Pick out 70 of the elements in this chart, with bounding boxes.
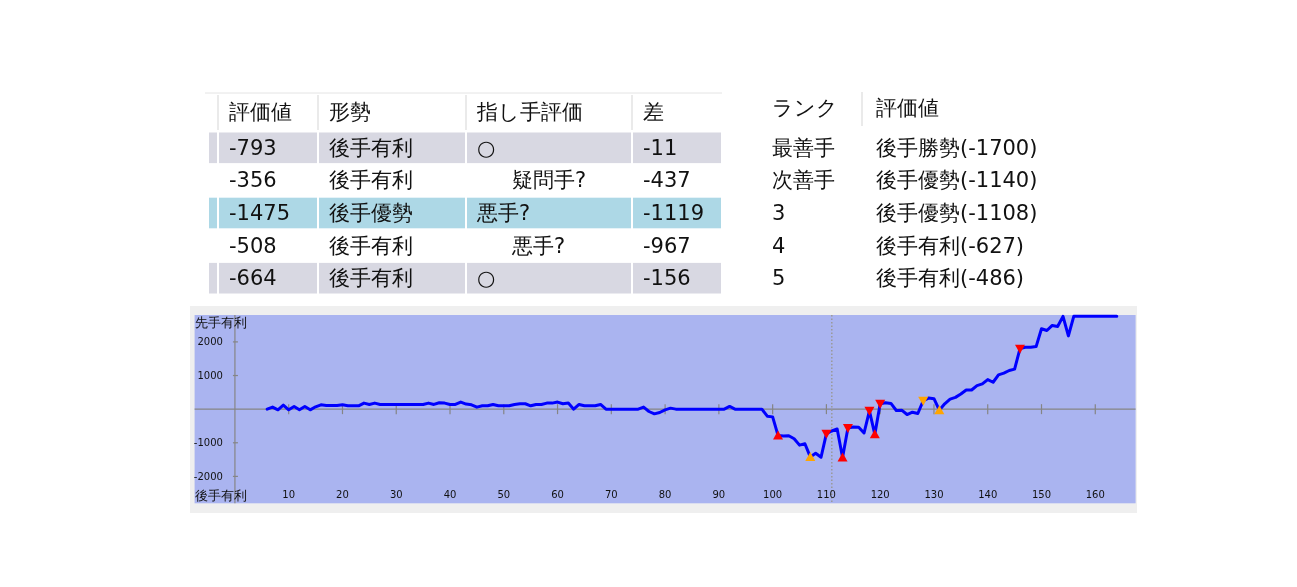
x-tick-label: 150 [1031, 488, 1052, 500]
text: ○ [477, 135, 496, 160]
text: 後手勝勢(-1700) [876, 135, 1038, 160]
x-tick-label: 60 [551, 488, 564, 500]
category-label: 評価値 [876, 96, 939, 120]
text: 後手優勢 [329, 201, 413, 225]
text: -156 [643, 266, 691, 291]
text: 後手有利 [329, 233, 413, 258]
category-label: 指し手評価 [476, 99, 583, 124]
text: 後手優勢(-1108) [876, 201, 1038, 225]
y-tick-label: 1000 [197, 370, 223, 382]
x-tick-label: 140 [978, 488, 998, 500]
text: 5 [772, 266, 786, 291]
point [869, 429, 880, 439]
annotation: 先手有利 [195, 314, 247, 330]
y-tick-label: -2000 [193, 470, 223, 482]
category-label: ランク [772, 96, 838, 120]
text: 3 [772, 201, 786, 225]
point [1014, 344, 1025, 354]
point [773, 430, 784, 440]
category-label: 差 [643, 99, 664, 124]
x-tick-label: 120 [870, 488, 890, 500]
text: -508 [229, 233, 277, 258]
text: -1475 [229, 201, 291, 225]
x-tick-label: 160 [1085, 488, 1105, 500]
x-tick-label: 50 [497, 488, 511, 500]
y-tick-label: -1000 [193, 437, 223, 449]
y-tick-label: 2000 [197, 336, 223, 348]
x-tick-label: 20 [336, 488, 349, 500]
text: -793 [229, 135, 277, 160]
text: 疑問手? [512, 168, 587, 193]
x-tick-label: 90 [712, 488, 726, 500]
point [805, 451, 816, 461]
annotation: 後手有利 [195, 487, 247, 503]
text: 悪手? [477, 201, 531, 225]
text: 最善手 [772, 135, 835, 160]
x-tick-label: 10 [282, 488, 296, 500]
text: 後手有利(-627) [876, 233, 1025, 258]
point [864, 406, 875, 416]
point [934, 405, 945, 415]
text: -1119 [643, 201, 705, 225]
line-series [265, 314, 1119, 460]
x-tick-label: 30 [389, 488, 403, 500]
point [821, 429, 832, 439]
text: 4 [772, 233, 786, 258]
x-tick-label: 70 [604, 488, 618, 500]
text: 後手有利 [329, 135, 413, 160]
text: -437 [643, 168, 691, 193]
text: 後手優勢(-1140) [876, 168, 1038, 193]
point [842, 423, 853, 433]
x-tick-label: 40 [443, 488, 457, 500]
text: -664 [229, 266, 277, 291]
x-tick-label: 80 [658, 488, 672, 500]
x-tick-label: 130 [924, 488, 944, 500]
text: 次善手 [772, 168, 835, 193]
text: 後手有利 [329, 168, 413, 193]
point [875, 399, 886, 409]
text: -11 [643, 135, 678, 160]
category-label: 評価値 [229, 99, 292, 124]
point [837, 452, 848, 462]
category-label: 形勢 [329, 99, 371, 124]
x-tick-label: 100 [763, 488, 783, 500]
text: -967 [643, 233, 691, 258]
text: -356 [229, 168, 277, 193]
text: ○ [477, 266, 496, 291]
text: 悪手? [512, 233, 566, 258]
text: 後手有利(-486) [876, 266, 1025, 291]
x-tick-label: 110 [816, 488, 836, 500]
point [918, 396, 929, 406]
text: 後手有利 [329, 266, 413, 291]
